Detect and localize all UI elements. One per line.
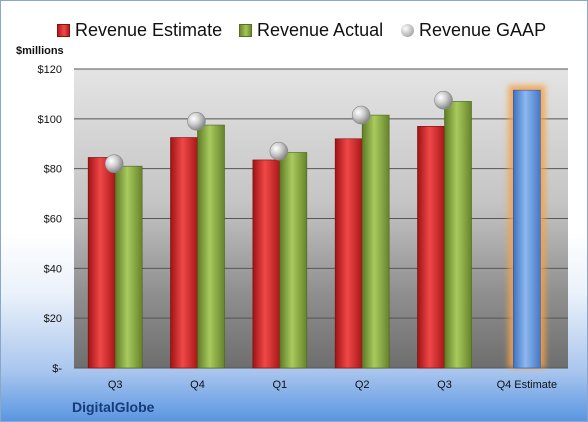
bars [87,85,546,369]
y-axis-ticks: $- $20 $40 $60 $80 $100 $120 [38,64,63,375]
legend-marker-gaap [401,23,414,37]
legend-label-gaap: Revenue GAAP [419,19,547,40]
y-tick-label: $80 [44,164,62,176]
legend: Revenue Estimate Revenue Actual Revenue … [1,18,587,42]
bar-revenue-estimate [334,138,363,369]
legend-swatch-actual [239,23,252,37]
legend-label-estimate: Revenue Estimate [75,19,223,40]
x-tick-label: Q3 [108,379,123,391]
bar-revenue-estimate [87,157,116,369]
marker-revenue-gaap [434,90,453,110]
y-tick-label: $40 [44,263,62,275]
legend-item-estimate: Revenue Estimate [57,18,222,42]
y-tick-label: $- [52,363,62,375]
legend-item-actual: Revenue Actual [239,18,383,42]
legend-label-actual: Revenue Actual [257,19,384,40]
marker-revenue-gaap [104,154,124,173]
gridlines [74,68,568,369]
bar-revenue-estimate [252,159,281,369]
bar-revenue-estimate [170,137,198,369]
bar-revenue-estimate [417,126,445,369]
y-tick-label: $120 [38,64,62,76]
bar-revenue-actual [197,124,225,369]
y-tick-label: $100 [38,114,62,126]
marker-revenue-gaap [269,141,289,161]
bar-revenue-forecast [513,89,541,369]
bar-revenue-actual [279,152,308,369]
x-axis-ticks: Q3 Q4 Q1 Q2 Q3 Q4 Estimate [108,379,557,391]
x-tick-label: Q4 Estimate [497,379,558,391]
x-tick-label: Q2 [355,379,370,391]
marker-revenue-gaap [351,105,371,125]
y-tick-label: $20 [44,313,62,325]
y-tick-label: $60 [44,214,62,226]
company-name: DigitalGlobe [72,399,155,415]
bar-revenue-actual [361,114,390,369]
legend-swatch-estimate [57,23,70,37]
x-tick-label: Q1 [272,379,287,391]
legend-item-gaap: Revenue GAAP [401,18,546,42]
marker-revenue-gaap [187,112,206,131]
x-tick-label: Q4 [190,379,205,391]
bar-revenue-actual [444,101,472,369]
gaap-markers [104,90,453,173]
bar-revenue-actual [114,165,143,369]
y-axis-unit-label: $millions [16,45,64,57]
x-tick-label: Q3 [437,379,452,391]
